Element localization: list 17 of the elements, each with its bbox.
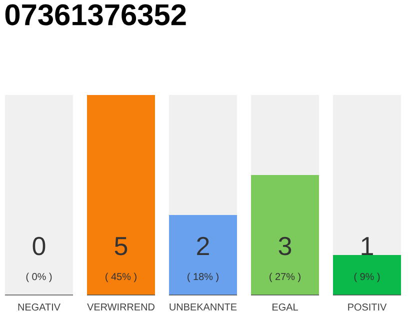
x-tick-label: EGAL xyxy=(272,304,298,311)
bar xyxy=(333,255,402,295)
data-label: 3 xyxy=(278,236,292,256)
annotation: ( 45% ) xyxy=(106,272,136,282)
annotation: ( 18% ) xyxy=(188,272,218,282)
annotation: ( 27% ) xyxy=(270,272,300,282)
data-label: 5 xyxy=(114,237,128,256)
annotation: ( 0% ) xyxy=(26,272,52,282)
x-tick-label: UNBEKANNTE xyxy=(170,304,237,310)
data-label: 0 xyxy=(32,236,46,256)
data-label: 2 xyxy=(197,236,209,255)
x-tick-label: NEGATIV xyxy=(18,304,60,311)
annotation: ( 9% ) xyxy=(354,272,380,282)
data-label: 1 xyxy=(362,237,373,255)
chart-title: 07361376352 xyxy=(5,4,186,26)
x-tick-label: POSITIV xyxy=(348,304,387,311)
x-tick-label: VERWIRREND xyxy=(87,304,154,310)
